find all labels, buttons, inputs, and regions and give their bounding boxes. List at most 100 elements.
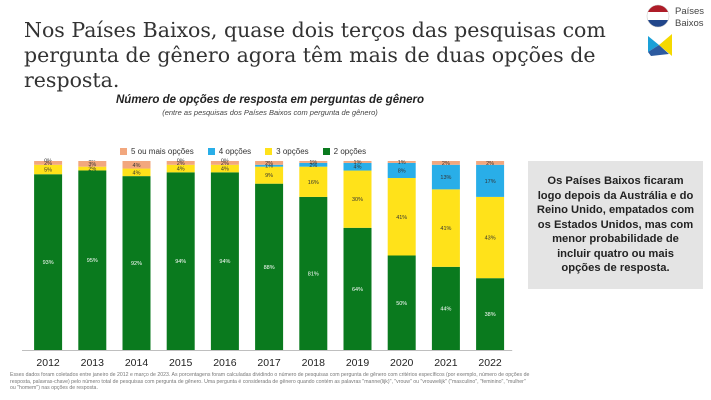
bar-segment (78, 170, 107, 350)
x-tick-label: 2021 (434, 357, 458, 369)
bar-segment (122, 176, 151, 350)
data-label: 44% (440, 306, 451, 312)
data-label: 13% (440, 175, 451, 181)
data-label: 94% (175, 259, 186, 265)
bar-segment (166, 164, 195, 173)
logo-text: Países Baixos (675, 6, 704, 30)
data-label: 8% (398, 168, 406, 174)
bar-segment (255, 161, 284, 165)
bar-segment (387, 178, 416, 256)
flag-icon (647, 5, 669, 27)
data-label: 38% (485, 312, 496, 318)
bar-segment (387, 255, 416, 350)
bar-segment (255, 166, 284, 184)
bar-segment (476, 196, 505, 279)
bar-segment (255, 164, 284, 167)
x-tick-label: 2015 (169, 357, 193, 369)
logo-line-1: Países (675, 6, 705, 17)
bar-segment (122, 168, 151, 177)
bar-segment (122, 161, 151, 169)
bar-segment (34, 164, 63, 175)
bar-segment (387, 161, 416, 163)
data-label: 95% (87, 258, 98, 264)
x-tick-label: 2018 (302, 357, 326, 369)
data-label: 93% (43, 260, 54, 266)
x-tick-label: 2022 (478, 357, 502, 369)
data-label: 1% (354, 160, 362, 166)
x-tick-label: 2014 (125, 357, 149, 369)
data-label: 3% (88, 162, 96, 168)
data-label: 4% (354, 165, 362, 171)
data-label: 81% (308, 271, 319, 277)
bar-segment (343, 161, 372, 163)
legend-swatch (265, 148, 273, 155)
legend-item-3: 3 opções (265, 147, 309, 156)
bar-segment (166, 172, 195, 350)
legend-label: 2 opções (333, 147, 367, 156)
bar-segment (78, 166, 107, 171)
data-label: 2% (442, 161, 450, 167)
bar-segment (476, 164, 505, 197)
logo-graphic (646, 4, 672, 56)
data-label: 2% (44, 161, 52, 167)
data-label: 2% (265, 161, 273, 167)
bar-segment (343, 227, 372, 350)
bar-segment (343, 170, 372, 228)
legend-swatch (120, 148, 127, 155)
legend-swatch (207, 148, 215, 155)
x-tick-label: 2013 (81, 357, 105, 369)
data-label: 30% (352, 197, 363, 203)
bar-segment (210, 164, 239, 173)
data-label: 9% (265, 173, 273, 179)
data-label: 41% (440, 226, 451, 232)
data-label: 88% (264, 265, 275, 271)
bar-segment (34, 174, 63, 350)
bar-segment (210, 161, 239, 165)
footnote: Esses dados foram coletados entre janeir… (10, 372, 530, 392)
legend-item-4: 4 opções (207, 147, 252, 156)
bar-segment (78, 161, 107, 167)
headline: Nos Países Baixos, quase dois terços das… (24, 18, 606, 92)
data-label: 1% (309, 160, 317, 166)
data-label: 4% (177, 167, 185, 173)
legend-item-2: 2 opções (322, 147, 367, 156)
data-label: 2% (88, 167, 96, 173)
legend-swatch (322, 148, 330, 155)
bar-segment (255, 183, 284, 350)
x-tick-label: 2017 (257, 357, 281, 369)
chart-legend: 5 ou mais opções 4 opções 3 opções 2 opç… (120, 147, 366, 156)
legend-label: 4 opções (218, 147, 252, 156)
callout-text: Os Países Baixos ficaram logo depois da … (536, 175, 695, 275)
bar-segment (476, 161, 505, 165)
x-tick-label: 2019 (346, 357, 370, 369)
bar-segment (166, 161, 195, 165)
x-tick-label: 2016 (213, 357, 237, 369)
bar-segment (431, 189, 460, 267)
data-label: 1% (265, 164, 273, 170)
paises-baixos-logo: Países Baixos (645, 4, 709, 60)
data-label: 5% (44, 168, 52, 174)
bar-segment (431, 164, 460, 190)
data-label: 50% (396, 301, 407, 307)
bar-segment (299, 166, 328, 197)
data-label: 2% (221, 161, 229, 167)
bar-segment (299, 162, 328, 167)
data-label: 94% (219, 259, 230, 265)
x-tick-label: 2012 (36, 357, 60, 369)
bar-segment (299, 196, 328, 350)
data-label: 64% (352, 287, 363, 293)
bar-segment (431, 266, 460, 350)
data-label: 92% (131, 261, 142, 267)
data-label: 41% (396, 215, 407, 221)
data-label: 1% (398, 160, 406, 166)
bar-segment (431, 161, 460, 165)
data-label: 2% (486, 161, 494, 167)
bar-segment (34, 161, 63, 165)
bar-segment (210, 172, 239, 350)
data-label: 4% (133, 163, 141, 169)
x-tick-label: 2020 (390, 357, 414, 369)
data-label: 2% (177, 161, 185, 167)
bar-segment (343, 162, 372, 171)
emblem-icon (648, 34, 672, 56)
